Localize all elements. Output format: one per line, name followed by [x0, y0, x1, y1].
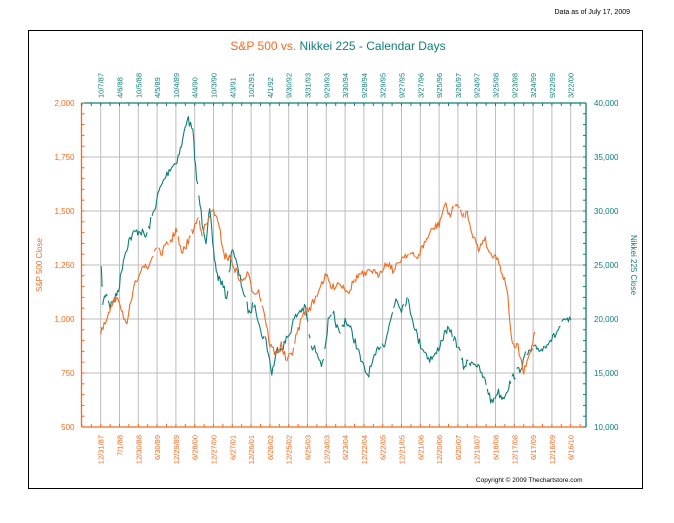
x-tick-label-top: 3/30/94: [341, 73, 350, 98]
x-tick-label-top: 3/31/93: [304, 73, 313, 98]
x-tick-label-bottom: 6/20/07: [454, 435, 463, 460]
series-line-nikkei: [100, 116, 572, 404]
y-tick-label-right: 25,000: [594, 261, 619, 270]
y-tick-label-left: 2,000: [54, 99, 75, 108]
x-tick-label-top: 10/4/89: [172, 73, 181, 98]
x-tick-label-bottom: 6/30/89: [153, 435, 162, 460]
x-tick-label-top: 3/24/99: [529, 73, 538, 98]
y-tick-label-right: 20,000: [594, 315, 619, 324]
x-tick-label-bottom: 12/19/07: [473, 435, 482, 464]
y-tick-label-left: 1,250: [54, 261, 75, 270]
x-tick-label-bottom: 6/16/10: [567, 435, 576, 460]
x-tick-label-top: 4/3/91: [228, 77, 237, 98]
x-tick-label-bottom: 12/25/02: [285, 435, 294, 464]
series-sp500: [100, 202, 536, 375]
y-tick-label-left: 500: [61, 423, 75, 432]
x-tick-label-bottom: 6/28/00: [191, 435, 200, 460]
x-tick-label-bottom: 6/17/09: [529, 435, 538, 460]
chart-frame: [28, 30, 643, 489]
x-tick-label-top: 9/29/93: [322, 73, 331, 98]
x-tick-label-top: 3/22/00: [567, 73, 576, 98]
chart-title: S&P 500 vs. Nikkei 225 - Calendar Days: [230, 39, 445, 53]
x-tick-label-top: 3/25/98: [492, 73, 501, 98]
x-tick-label-top: 4/4/90: [191, 77, 200, 98]
data-as-of-note: Data as of July 17, 2009: [554, 9, 631, 16]
x-tick-label-bottom: 12/31/87: [97, 435, 106, 464]
x-tick-label-bottom: 6/27/01: [228, 435, 237, 460]
x-tick-label-bottom: 12/27/00: [210, 435, 219, 464]
y-tick-label-right: 40,000: [594, 99, 619, 108]
y-tick-label-left: 1,750: [54, 153, 75, 162]
x-tick-label-top: 3/29/95: [379, 73, 388, 98]
x-tick-label-top: 10/3/90: [210, 73, 219, 98]
series-line-sp500: [100, 202, 536, 375]
x-tick-label-top: 4/5/89: [153, 77, 162, 98]
y-axis-label-right: Nikkei 225 Close: [629, 235, 638, 296]
x-tick-label-top: 9/24/97: [473, 73, 482, 98]
x-tick-label-bottom: 6/26/02: [266, 435, 275, 460]
x-tick-label-bottom: 6/18/08: [492, 435, 501, 460]
x-tick-label-top: 10/5/88: [134, 73, 143, 98]
x-tick-label-top: 3/26/97: [454, 73, 463, 98]
x-tick-label-top: 9/25/96: [435, 73, 444, 98]
x-tick-label-top: 3/27/96: [416, 73, 425, 98]
y-tick-label-right: 10,000: [594, 423, 619, 432]
x-tick-label-top: 9/30/92: [285, 73, 294, 98]
x-tick-label-bottom: 12/22/04: [360, 435, 369, 464]
x-tick-label-top: 9/23/98: [510, 73, 519, 98]
x-tick-label-top: 9/28/94: [360, 73, 369, 98]
x-tick-label-top: 9/22/99: [548, 73, 557, 98]
x-tick-label-bottom: 12/21/05: [398, 435, 407, 464]
x-tick-label-bottom: 6/23/04: [341, 435, 350, 460]
gridlines: [81, 103, 586, 427]
x-tick-label-bottom: 12/29/89: [172, 435, 181, 464]
x-tick-label-bottom: 7/1/88: [116, 435, 125, 456]
y-tick-label-right: 15,000: [594, 369, 619, 378]
x-tick-label-bottom: 12/17/08: [510, 435, 519, 464]
x-tick-label-top: 10/2/91: [247, 73, 256, 98]
y-tick-label-left: 1,000: [54, 315, 75, 324]
series-nikkei: [100, 116, 572, 404]
x-tick-label-bottom: 12/30/88: [134, 435, 143, 464]
y-axis-label-left: S&P 500 Close: [35, 237, 44, 292]
x-tick-label-bottom: 12/24/03: [322, 435, 331, 464]
x-tick-label-bottom: 12/16/09: [548, 435, 557, 464]
copyright: Copyright © 2009 Thechartstore.com: [476, 477, 583, 484]
x-tick-label-top: 4/6/88: [116, 77, 125, 98]
x-tick-label-top: 10/7/87: [97, 73, 106, 98]
y-tick-label-left: 1,500: [54, 207, 75, 216]
x-tick-label-top: 9/27/95: [398, 73, 407, 98]
y-tick-label-left: 750: [61, 369, 75, 378]
x-tick-label-bottom: 6/21/06: [416, 435, 425, 460]
x-tick-label-top: 4/1/92: [266, 77, 275, 98]
x-tick-label-bottom: 12/20/06: [435, 435, 444, 464]
x-tick-label-bottom: 6/25/03: [304, 435, 313, 460]
y-tick-label-right: 35,000: [594, 153, 619, 162]
axis-labels: 2,000 1,750 1,500 1,250 1,000 750 500 40,000 35,…: [54, 73, 619, 464]
chart-title-nikkei: Nikkei 225 - Calendar Days: [300, 39, 446, 53]
axes: [80, 102, 587, 428]
x-tick-label-bottom: 6/22/05: [379, 435, 388, 460]
x-tick-label-bottom: 12/26/01: [247, 435, 256, 464]
chart-title-sp500: S&P 500 vs.: [230, 39, 299, 53]
y-tick-label-right: 30,000: [594, 207, 619, 216]
